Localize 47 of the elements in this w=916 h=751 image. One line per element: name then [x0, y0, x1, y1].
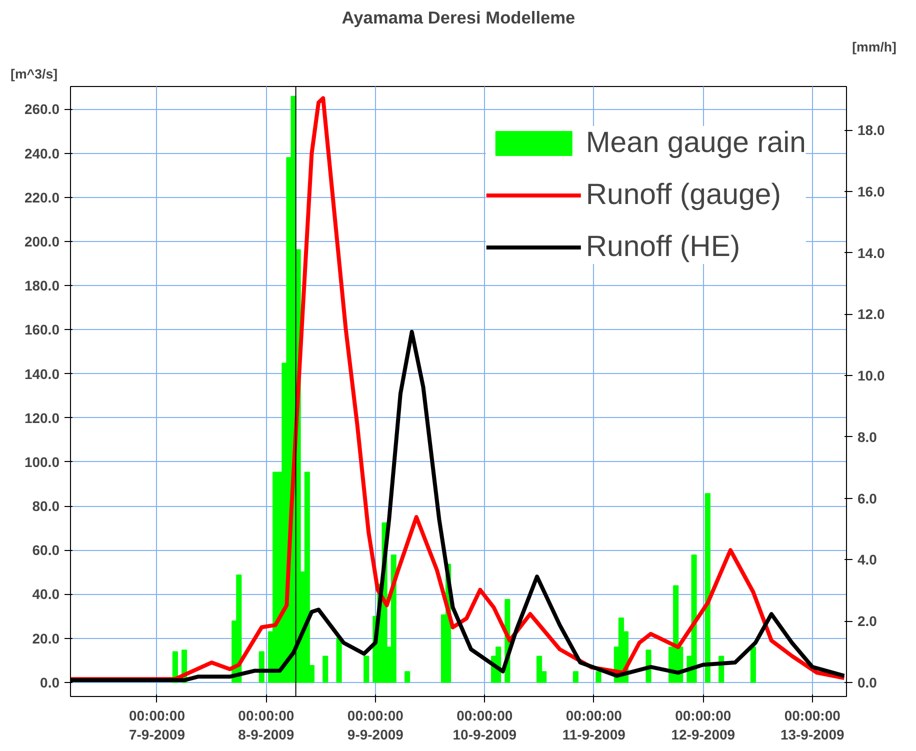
y2-axis-title: [mm/h] [852, 40, 897, 54]
y2-tick-label: 2.0 [858, 613, 878, 630]
y-tick-label: 240.0 [24, 145, 60, 162]
y2-tick-label: 18.0 [858, 122, 885, 138]
x-tick-label: 00:00:00 11-9-2009 [562, 708, 626, 743]
y2-tick-label: 16.0 [858, 183, 885, 200]
y2-tick-label: 4.0 [858, 552, 878, 568]
x-tick-label: 00:00:00 13-9-2009 [780, 708, 844, 743]
y-tick-label: 180.0 [24, 278, 60, 294]
x-tick-label: 00:00:00 9-9-2009 [347, 708, 404, 743]
legend-label: Runoff (HE) [586, 230, 740, 264]
y2-tick-label: 10.0 [858, 368, 885, 384]
x-tick-label: 00:00:00 7-9-2009 [128, 708, 186, 743]
y2-tick-label: 12.0 [858, 306, 885, 322]
y-tick-label: 80.0 [32, 498, 60, 514]
y-tick-label: 260.0 [24, 101, 60, 118]
bar [572, 671, 578, 683]
y2-tick-label: 8.0 [858, 428, 878, 445]
y-tick-label: 60.0 [32, 542, 60, 558]
bar [336, 637, 342, 683]
chart-title: Ayamama Deresi Modelleme [342, 8, 576, 28]
bar [536, 656, 542, 683]
y-tick-label: 140.0 [24, 366, 60, 382]
y2-tick-label: 6.0 [858, 490, 878, 506]
y-tick-label: 220.0 [24, 189, 60, 206]
y-tick-label: 20.0 [32, 630, 60, 646]
bar [364, 656, 370, 683]
bar [322, 656, 328, 683]
bar [704, 493, 710, 683]
y-tick-label: 200.0 [24, 233, 60, 250]
bar [750, 646, 756, 683]
line-series [70, 96, 846, 682]
bar [596, 671, 602, 683]
x-tick-label: 00:00:00 12-9-2009 [671, 708, 736, 743]
x-tick-label: 00:00:00 10-9-2009 [452, 708, 517, 743]
x-tick-label: 00:00:00 8-9-2009 [238, 708, 294, 743]
legend-label: Mean gauge rain [586, 126, 806, 160]
y2-tick-label: 0.0 [858, 674, 878, 690]
legend-label: Runoff (gauge) [586, 178, 781, 212]
y-tick-label: 40.0 [32, 586, 60, 602]
y-axis-title: [m^3/s] [10, 66, 58, 82]
y-tick-label: 120.0 [24, 410, 60, 426]
y2-tick-label: 14.0 [858, 244, 885, 261]
bar [404, 671, 410, 683]
y-tick-label: 160.0 [24, 322, 60, 338]
y-tick-label: 100.0 [24, 454, 60, 470]
y-tick-label: 0.0 [40, 674, 60, 690]
